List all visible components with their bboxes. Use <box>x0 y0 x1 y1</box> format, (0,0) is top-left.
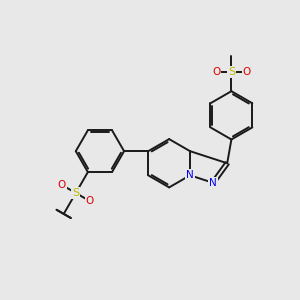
Text: O: O <box>243 67 251 77</box>
Text: N: N <box>186 170 194 180</box>
Text: S: S <box>228 67 235 77</box>
Text: O: O <box>212 67 220 77</box>
Text: N: N <box>209 178 217 188</box>
Text: S: S <box>72 188 80 198</box>
Text: O: O <box>86 196 94 206</box>
Text: O: O <box>58 180 66 190</box>
